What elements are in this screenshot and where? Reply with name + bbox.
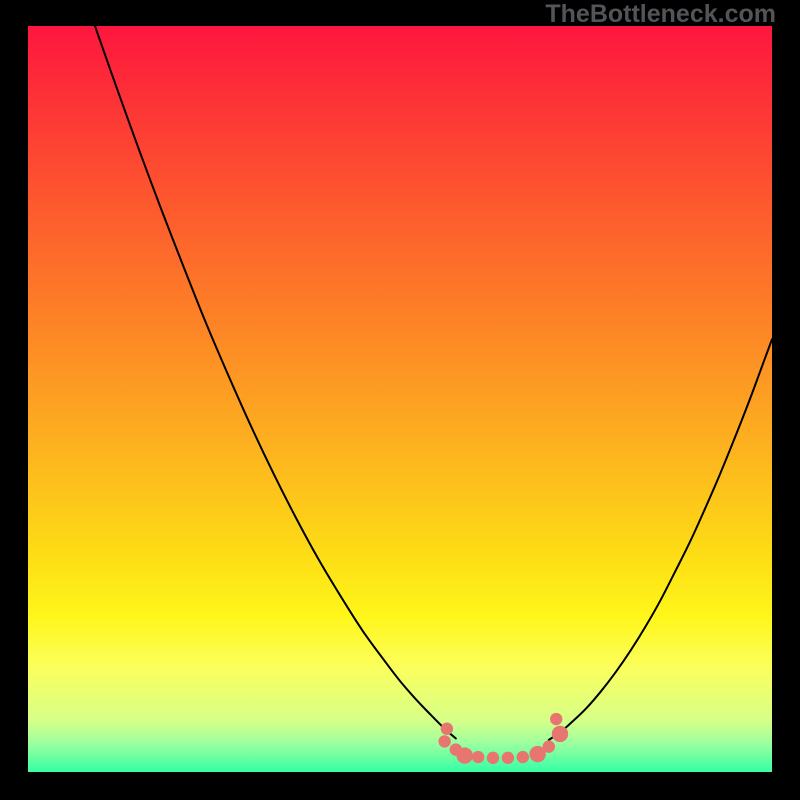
- marker-point: [441, 723, 453, 735]
- marker-point: [487, 752, 499, 764]
- marker-point: [472, 751, 484, 763]
- marker-point: [457, 747, 473, 763]
- marker-point: [438, 735, 450, 747]
- marker-point: [543, 740, 555, 752]
- stage: TheBottleneck.com: [0, 0, 800, 800]
- marker-series: [0, 0, 800, 800]
- marker-point: [550, 713, 562, 725]
- marker-point: [552, 726, 568, 742]
- marker-point: [502, 752, 514, 764]
- marker-point: [517, 751, 529, 763]
